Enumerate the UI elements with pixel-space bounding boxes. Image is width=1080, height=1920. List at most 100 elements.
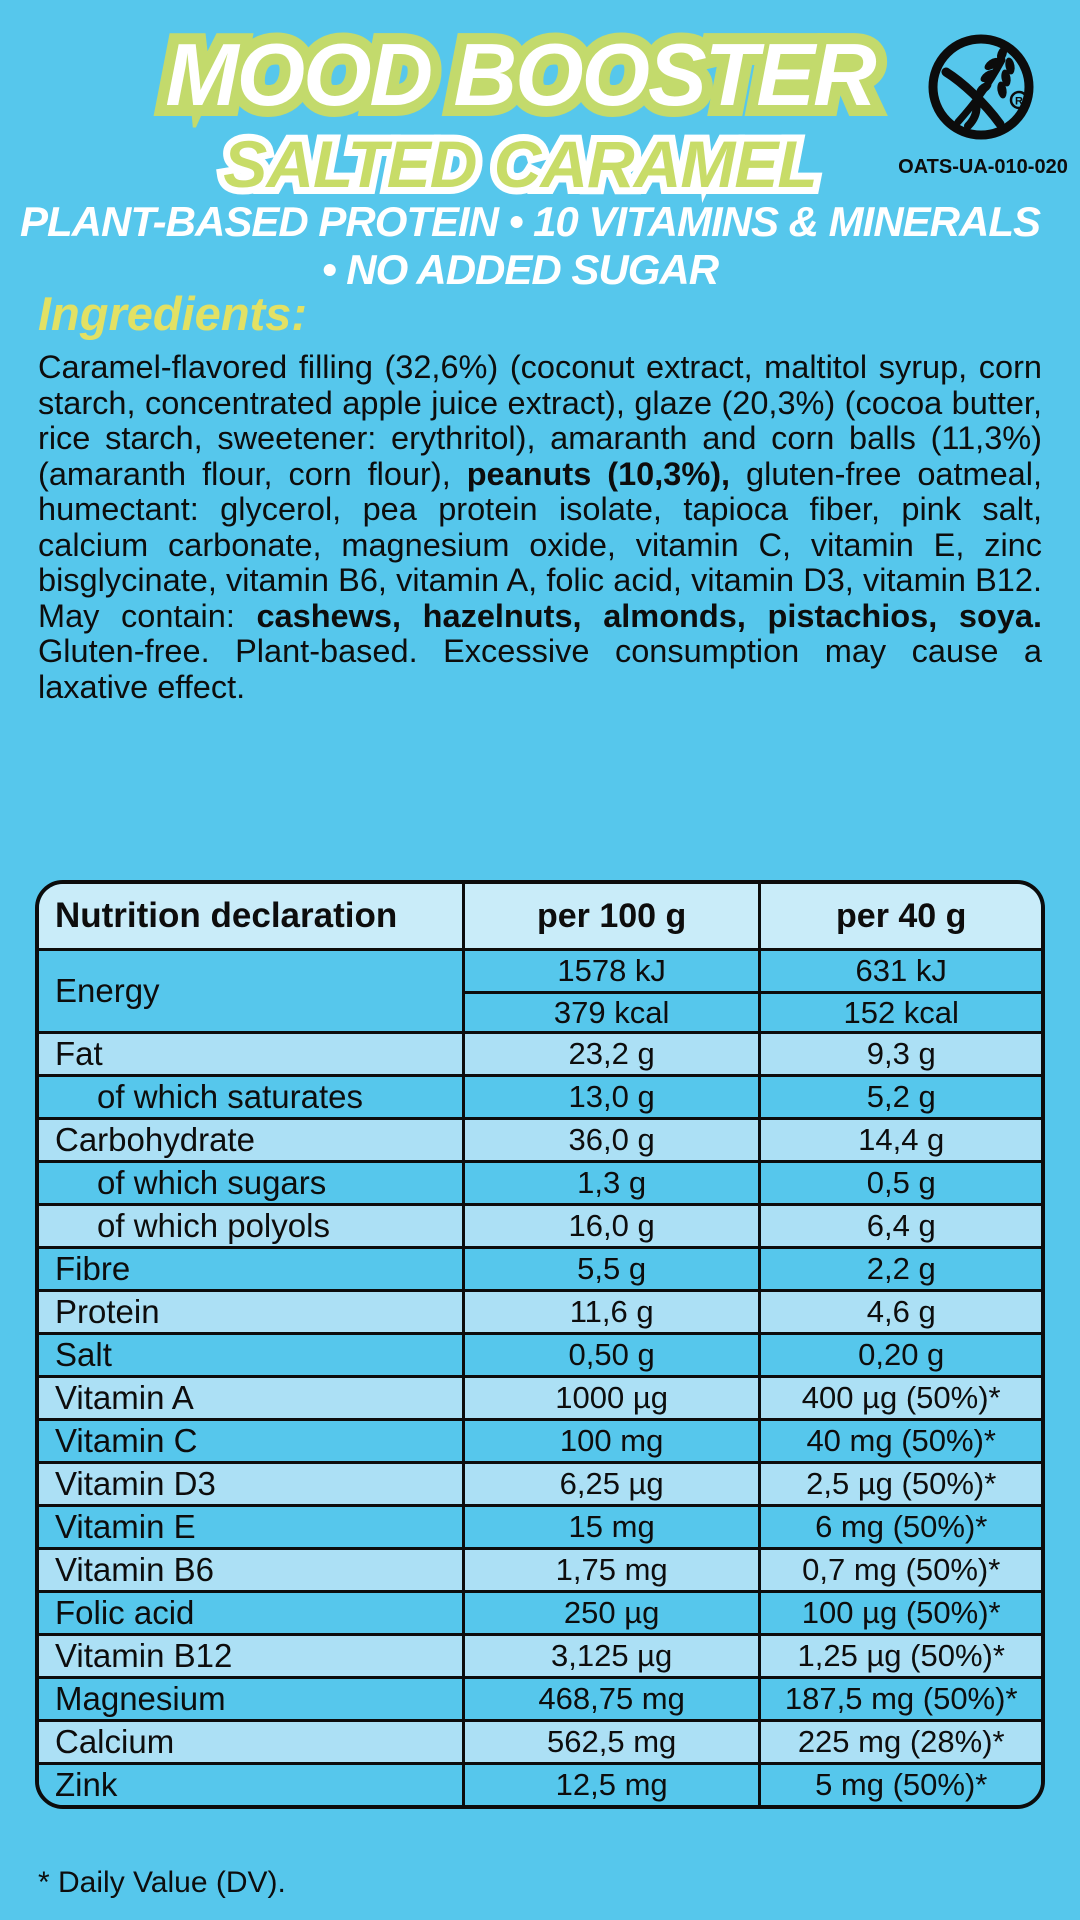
nutrient-per100-value: 5,5 g <box>461 1249 759 1289</box>
nutrient-label: Salt <box>55 1336 112 1373</box>
nutrition-row: Zink 12,5 mg 5 mg (50%)* <box>39 1762 1041 1805</box>
nutrient-label: Vitamin B12 <box>55 1637 233 1674</box>
nutrition-row: Magnesium 468,75 mg 187,5 mg (50%)* <box>39 1676 1041 1719</box>
product-title-outline: MOOD BOOSTER <box>154 14 887 135</box>
nutrient-label: of which polyols <box>97 1207 330 1244</box>
nutrient-per40-value: 2,2 g <box>758 1249 1041 1289</box>
nutrient-label: Calcium <box>55 1723 175 1760</box>
nutrient-per40-value: 225 mg (28%)* <box>758 1722 1041 1762</box>
nutrition-row: Vitamin A 1000 µg 400 µg (50%)* <box>39 1375 1041 1418</box>
nutrient-label: Vitamin A <box>55 1379 194 1416</box>
nutrition-row: of which sugars 1,3 g 0,5 g <box>39 1160 1041 1203</box>
nutrient-per100-value: 1,75 mg <box>461 1550 759 1590</box>
nutrition-row: Vitamin E 15 mg 6 mg (50%)* <box>39 1504 1041 1547</box>
energy-per40-column: 631 kJ 152 kcal <box>758 951 1041 1031</box>
crossed-grain-icon: R <box>928 34 1034 140</box>
nutrient-label: Vitamin E <box>55 1508 196 1545</box>
nutrient-per40-value: 0,7 mg (50%)* <box>758 1550 1041 1590</box>
tagline-line1: PLANT-BASED PROTEIN • 10 VITAMINS & MINE… <box>20 198 1041 245</box>
nutrient-label: Carbohydrate <box>55 1121 255 1158</box>
energy-per100-column: 1578 kJ 379 kcal <box>461 951 759 1031</box>
nutrient-per40-value: 6,4 g <box>758 1206 1041 1246</box>
nutrient-per40-value: 1,25 µg (50%)* <box>758 1636 1041 1676</box>
product-flavor: SALTED CARAMEL SALTED CARAMEL <box>20 121 1020 207</box>
nutrition-row: Vitamin D3 6,25 µg 2,5 µg (50%)* <box>39 1461 1041 1504</box>
nutrient-per100-value: 11,6 g <box>461 1292 759 1332</box>
ingredients-text-segment: gluten-free oatmeal, humectant: glycerol… <box>38 455 1043 634</box>
nutrition-row: Vitamin B12 3,125 µg 1,25 µg (50%)* <box>39 1633 1041 1676</box>
nutrition-header-per100: per 100 g <box>461 884 759 948</box>
nutrient-per40-value: 40 mg (50%)* <box>758 1421 1041 1461</box>
nutrition-row: Protein 11,6 g 4,6 g <box>39 1289 1041 1332</box>
nutrient-per100-value: 6,25 µg <box>461 1464 759 1504</box>
product-title: MOOD BOOSTER MOOD BOOSTER <box>20 14 1020 135</box>
nutrient-per100-value: 3,125 µg <box>461 1636 759 1676</box>
nutrient-per100-value: 250 µg <box>461 1593 759 1633</box>
energy-label: Energy <box>55 972 160 1009</box>
nutrition-row: of which saturates 13,0 g 5,2 g <box>39 1074 1041 1117</box>
nutrient-per100-value: 468,75 mg <box>461 1679 759 1719</box>
nutrition-header-per40: per 40 g <box>758 884 1041 948</box>
product-title-text: MOOD BOOSTER <box>165 25 876 124</box>
certification-code: OATS-UA-010-020 <box>898 156 1068 178</box>
nutrition-table: Nutrition declaration per 100 g per 40 g… <box>35 880 1045 1809</box>
nutrition-row: Vitamin B6 1,75 mg 0,7 mg (50%)* <box>39 1547 1041 1590</box>
gluten-free-badge: R OATS-UA-010-020 <box>893 30 1073 179</box>
nutrient-per100-value: 562,5 mg <box>461 1722 759 1762</box>
nutrition-table-header-row: Nutrition declaration per 100 g per 40 g <box>39 884 1041 948</box>
nutrient-label: of which sugars <box>97 1164 327 1201</box>
nutrient-label: Folic acid <box>55 1594 195 1631</box>
ingredients-heading: Ingredients: <box>38 287 307 340</box>
nutrition-row: Folic acid 250 µg 100 µg (50%)* <box>39 1590 1041 1633</box>
ingredients-allergen-text: peanuts (10,3%), <box>466 455 731 492</box>
nutrient-per40-value: 400 µg (50%)* <box>758 1378 1041 1418</box>
nutrition-row: of which polyols 16,0 g 6,4 g <box>39 1203 1041 1246</box>
product-flavor-outline: SALTED CARAMEL <box>216 121 824 207</box>
nutrition-row-energy: Energy 1578 kJ 379 kcal 631 kJ 152 kcal <box>39 948 1041 1031</box>
nutrient-label: Zink <box>55 1766 118 1803</box>
nutrient-per100-value: 12,5 mg <box>461 1765 759 1805</box>
energy-kcal-per40: 152 kcal <box>761 991 1041 1031</box>
nutrition-row: Fibre 5,5 g 2,2 g <box>39 1246 1041 1289</box>
nutrient-per100-value: 15 mg <box>461 1507 759 1547</box>
nutrient-label: of which saturates <box>97 1078 363 1115</box>
nutrient-per100-value: 23,2 g <box>461 1034 759 1074</box>
svg-text:R: R <box>1015 96 1023 108</box>
nutrient-per100-value: 1000 µg <box>461 1378 759 1418</box>
nutrient-per100-value: 16,0 g <box>461 1206 759 1246</box>
nutrient-per40-value: 187,5 mg (50%)* <box>758 1679 1041 1719</box>
ingredients-allergen-text: cashews, hazelnuts, almonds, pistachios,… <box>256 597 1042 634</box>
nutrient-label: Fat <box>55 1035 103 1072</box>
nutrient-per100-value: 0,50 g <box>461 1335 759 1375</box>
nutrient-label: Vitamin D3 <box>55 1465 216 1502</box>
nutrient-per40-value: 9,3 g <box>758 1034 1041 1074</box>
footnote: * Daily Value (DV). <box>38 1866 286 1899</box>
nutrient-per40-value: 14,4 g <box>758 1120 1041 1160</box>
nutrient-label: Vitamin B6 <box>55 1551 214 1588</box>
energy-kj-per100: 1578 kJ <box>557 953 666 988</box>
nutrient-per40-value: 0,20 g <box>758 1335 1041 1375</box>
nutrition-row: Vitamin C 100 mg 40 mg (50%)* <box>39 1418 1041 1461</box>
nutrient-per40-value: 4,6 g <box>758 1292 1041 1332</box>
nutrient-per40-value: 100 µg (50%)* <box>758 1593 1041 1633</box>
product-flavor-text: SALTED CARAMEL <box>223 127 817 201</box>
tagline-line2: • NO ADDED SUGAR <box>321 246 719 293</box>
nutrient-per40-value: 6 mg (50%)* <box>758 1507 1041 1547</box>
nutrient-per40-value: 2,5 µg (50%)* <box>758 1464 1041 1504</box>
nutrient-label: Vitamin C <box>55 1422 198 1459</box>
nutrient-per100-value: 1,3 g <box>461 1163 759 1203</box>
nutrition-header-label: Nutrition declaration <box>55 896 398 935</box>
nutrient-per100-value: 36,0 g <box>461 1120 759 1160</box>
ingredients-text-segment: Gluten-free. Plant-based. Excessive cons… <box>38 633 1042 705</box>
nutrient-per40-value: 5,2 g <box>758 1077 1041 1117</box>
nutrient-label: Protein <box>55 1293 160 1330</box>
energy-kj-per40: 631 kJ <box>855 953 947 988</box>
nutrient-label: Fibre <box>55 1250 131 1287</box>
nutrient-per40-value: 0,5 g <box>758 1163 1041 1203</box>
ingredients-text-segment: Caramel-flavored filling (32,6%) (coconu… <box>38 349 1042 492</box>
nutrition-row: Salt 0,50 g 0,20 g <box>39 1332 1041 1375</box>
nutrition-row: Calcium 562,5 mg 225 mg (28%)* <box>39 1719 1041 1762</box>
nutrient-label: Magnesium <box>55 1680 226 1717</box>
nutrient-per100-value: 100 mg <box>461 1421 759 1461</box>
nutrient-per40-value: 5 mg (50%)* <box>758 1765 1041 1805</box>
